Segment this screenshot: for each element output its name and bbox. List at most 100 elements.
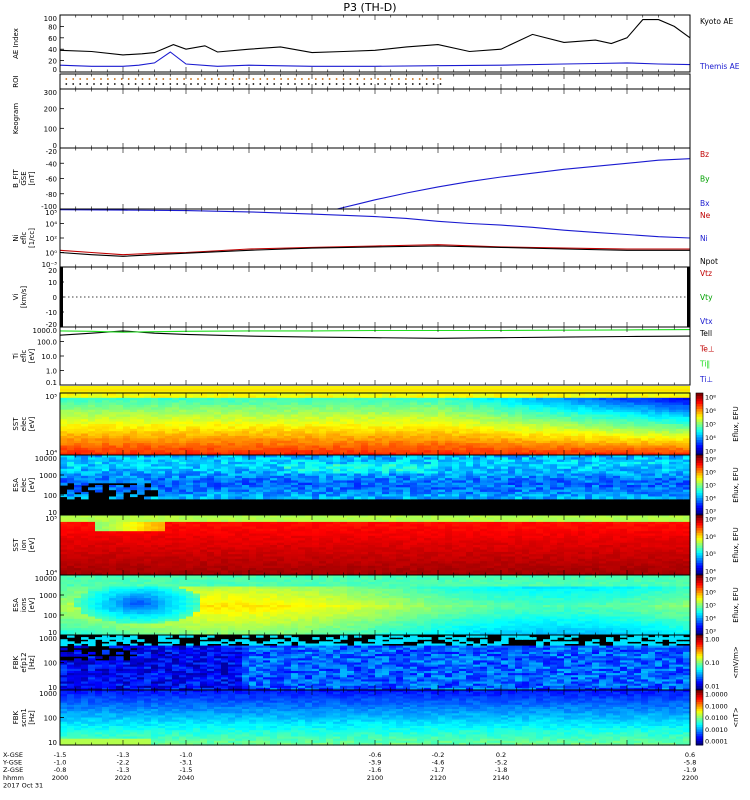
sst_e-cell (389, 404, 397, 408)
sst_e-cell (550, 450, 558, 454)
sst_e-cell (326, 428, 334, 432)
sst_e-cell (200, 445, 208, 449)
esa_e-cell (186, 461, 194, 465)
sst_e-cell (606, 428, 614, 432)
sst_e-cell (200, 450, 208, 454)
esa_e-cell (109, 478, 117, 481)
sst_e-cell (578, 409, 586, 413)
sst_e-cell (396, 421, 404, 425)
sst_e-cell (340, 421, 348, 425)
sst_e-cell (67, 407, 75, 411)
esa_e-cell (186, 475, 194, 479)
sst_e-cell (571, 419, 579, 423)
sst_e-cell (669, 428, 677, 432)
esa_e-cell (144, 480, 152, 484)
esa_e-cell (116, 461, 124, 465)
sst_e-cell (249, 393, 257, 396)
sst_e-cell (655, 407, 663, 411)
sst_e-cell (102, 393, 110, 396)
sst_e-cell (550, 412, 558, 416)
sst_e-cell (319, 440, 327, 444)
esa_e-cell (557, 496, 565, 500)
sst_e-cell (557, 414, 565, 418)
sst_e-cell (228, 404, 236, 408)
sst_e-cell (200, 393, 208, 396)
sst_e-cell (529, 443, 537, 447)
sst_e-cell (270, 445, 278, 449)
sst_e-cell (648, 424, 656, 427)
sst_e-cell (501, 421, 509, 425)
density-ytick-label: 10⁰ (45, 250, 57, 258)
sst_e-cell (277, 404, 285, 408)
sst_e-cell (382, 435, 390, 439)
sst_e-cell (214, 416, 222, 420)
esa_e-cell (151, 478, 159, 481)
sst_e-cell (221, 402, 229, 406)
sst_e-cell (494, 426, 502, 430)
sst_e-cell (459, 440, 467, 444)
sst_e-cell (585, 407, 593, 411)
sst_e-cell (74, 435, 82, 439)
sst_e-cell (480, 416, 488, 420)
sst_e-cell (284, 431, 292, 435)
esa_e-cell (130, 468, 138, 472)
sst_e-cell (606, 445, 614, 449)
sst_e-cell (193, 395, 201, 399)
esa_e-cell (74, 468, 82, 472)
sst_e-cell (578, 416, 586, 420)
sst_e-cell (347, 426, 355, 430)
esa_e-cell (123, 487, 131, 491)
bfield-plot-area (60, 148, 690, 209)
sst_e-cell (193, 397, 201, 401)
sst_e-cell (424, 426, 432, 430)
sst_e-cell (102, 400, 110, 404)
esa_e-cell (102, 455, 110, 458)
esa_e-cell (165, 475, 173, 479)
roi-dot (405, 78, 407, 80)
sst_e-cell (473, 428, 481, 432)
sst_e-cell (235, 447, 243, 451)
sst_e-cell (263, 424, 271, 427)
sst_e-cell (382, 395, 390, 399)
sst_e-cell (669, 409, 677, 413)
sst_e-cell (683, 412, 691, 416)
sst_e-cell (452, 400, 460, 404)
sst_e-cell (221, 409, 229, 413)
sst_e-cell (158, 409, 166, 413)
esa_e-cell (200, 459, 208, 463)
sst_e-cell (116, 435, 124, 439)
sst_e-cell (277, 447, 285, 451)
sst_e-cell (627, 428, 635, 432)
roi-dot (314, 78, 317, 80)
esa_e-cell (193, 461, 201, 465)
legend-vty-velocity: Vty (700, 293, 713, 302)
sst_e-cell (228, 407, 236, 411)
sst_e-cell (389, 450, 397, 454)
sst_e-cell (424, 393, 432, 396)
sst_e-cell (452, 424, 460, 427)
sst_e-cell (102, 440, 110, 444)
sst_e-cell (298, 395, 306, 399)
sst_e-cell (284, 395, 292, 399)
sst_e-cell (529, 412, 537, 416)
sst_e-cell (599, 404, 607, 408)
sst_e-cell (375, 447, 383, 451)
sst_e-cell (158, 416, 166, 420)
sst_e-cell (585, 416, 593, 420)
esa_e-cell (151, 466, 159, 470)
sst_e-cell (396, 404, 404, 408)
sst_e-cell (368, 397, 376, 401)
esa_e-cell (88, 471, 96, 475)
sst_e-cell (627, 397, 635, 401)
esa_e-cell (116, 475, 124, 479)
sst_e-cell (508, 416, 516, 420)
sst_e-cell (130, 440, 138, 444)
sst_e-cell (564, 450, 572, 454)
esa_e-cell (193, 455, 201, 458)
sst_e-cell (109, 404, 117, 408)
sst_e-cell (683, 447, 691, 451)
sst_e-cell (116, 433, 124, 437)
esa_e-cell (172, 464, 180, 468)
sst_e-cell (144, 397, 152, 401)
esa_e-cell (67, 471, 75, 475)
